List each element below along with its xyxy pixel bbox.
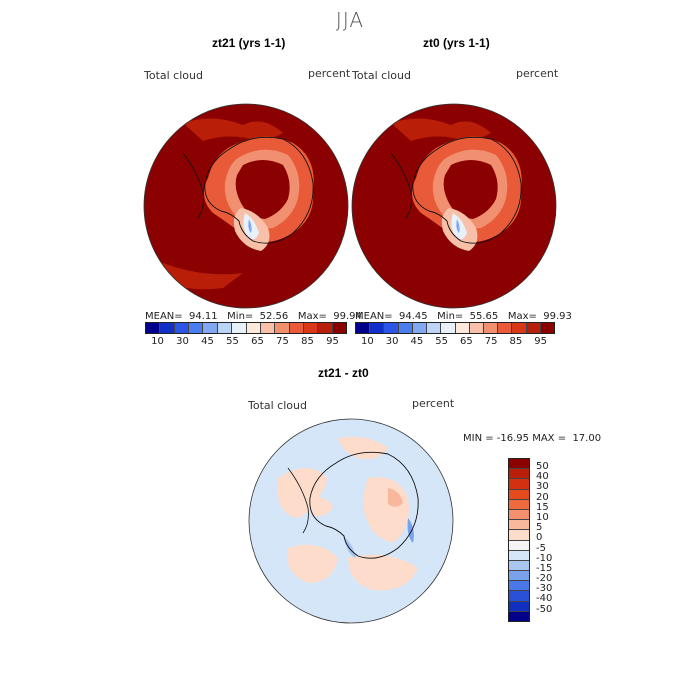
colorbar-swatch	[412, 323, 428, 333]
colorbar-tick-label: -20	[536, 573, 553, 585]
colorbar-swatch	[441, 323, 456, 333]
colorbar-swatch	[509, 530, 529, 541]
diff-field-label: Total cloud	[248, 399, 307, 412]
panel1-units-label: percent	[308, 67, 351, 80]
colorbar-tick-label: 10	[361, 336, 374, 347]
colorbar-swatch	[246, 323, 261, 333]
colorbar-tick-label: 55	[226, 336, 239, 347]
colorbar-swatch	[509, 611, 529, 621]
colorbar-tick-label: 45	[201, 336, 214, 347]
colorbar-tick-label: 55	[435, 336, 448, 347]
colorbar-tick-label: 50	[536, 461, 549, 472]
colorbar-swatch	[427, 323, 442, 333]
colorbar-swatch	[232, 323, 247, 333]
colorbar-tick-label: 85	[301, 336, 314, 347]
colorbar-tick-label: 85	[509, 336, 523, 347]
panel2-field-label: Total cloud	[352, 69, 411, 82]
diff-units-label: percent	[412, 397, 455, 410]
colorbar-swatch	[509, 550, 529, 561]
page-title: JJA	[335, 8, 365, 32]
colorbar-tick-label: 10	[151, 336, 164, 347]
colorbar-swatch	[540, 323, 555, 333]
colorbar-swatch	[160, 323, 175, 333]
colorbar-swatch	[498, 323, 513, 333]
colorbar-tick-label: 75	[276, 336, 289, 347]
panel2-colorbar	[355, 322, 555, 334]
panel2-map	[351, 103, 557, 309]
colorbar-tick-label: -30	[536, 583, 553, 595]
colorbar-tick-label: 30	[385, 336, 399, 347]
colorbar-swatch	[189, 323, 204, 333]
colorbar-swatch	[509, 509, 529, 521]
panel1-map	[143, 103, 349, 309]
panel1-colorbar	[145, 322, 347, 334]
colorbar-swatch	[289, 323, 304, 333]
colorbar-tick-label: -40	[536, 593, 553, 605]
colorbar-swatch	[356, 323, 371, 333]
panel1-field-label: Total cloud	[144, 69, 203, 82]
diff-subtitle: zt21 - zt0	[318, 366, 369, 380]
colorbar-swatch	[203, 323, 218, 333]
colorbar-swatch	[509, 591, 529, 602]
colorbar-swatch	[332, 323, 347, 333]
colorbar-tick-label: 65	[460, 336, 473, 347]
panel1-subtitle: zt21 (yrs 1-1)	[212, 36, 286, 50]
panel2-units-label: percent	[516, 67, 559, 80]
colorbar-swatch	[260, 323, 276, 333]
diff-colorbar-labels: 50 40 30 20 15 10 5 0 -5 -10 -15 -20 -30 -40 -50	[536, 461, 553, 615]
colorbar-tick-label: 65	[251, 336, 264, 347]
colorbar-swatch	[509, 560, 529, 572]
colorbar-swatch	[509, 479, 529, 490]
colorbar-tick-label: 20	[536, 491, 549, 503]
colorbar-swatch	[275, 323, 290, 333]
colorbar-swatch	[318, 323, 333, 333]
colorbar-swatch	[509, 540, 529, 551]
colorbar-swatch	[509, 459, 529, 470]
colorbar-swatch	[509, 571, 529, 582]
colorbar-swatch	[217, 323, 233, 333]
panel1-stats: MEAN= 94.11 Min= 52.56 Max= 99.94	[145, 311, 362, 322]
colorbar-tick-label: 95	[534, 336, 547, 347]
colorbar-tick-label: 30	[536, 481, 549, 493]
colorbar-tick-label: 95	[326, 336, 339, 347]
colorbar-tick-label: 40	[536, 471, 549, 483]
colorbar-swatch	[509, 601, 529, 612]
diff-minmax: MIN = -16.95 MAX = 17.00	[463, 433, 602, 444]
colorbar-swatch	[526, 323, 541, 333]
colorbar-swatch	[483, 323, 499, 333]
colorbar-swatch	[398, 323, 413, 333]
colorbar-swatch	[509, 469, 529, 480]
colorbar-swatch	[512, 323, 527, 333]
colorbar-tick-label: 5	[536, 522, 543, 534]
colorbar-tick-label: 75	[484, 336, 498, 347]
colorbar-tick-label: -5	[536, 542, 546, 554]
panel2-subtitle: zt0 (yrs 1-1)	[423, 36, 490, 50]
colorbar-tick-label: 15	[536, 501, 549, 513]
colorbar-swatch	[370, 323, 385, 333]
colorbar-swatch	[455, 323, 470, 333]
colorbar-tick-label: 45	[410, 336, 424, 347]
colorbar-swatch	[509, 581, 529, 592]
colorbar-tick-label: 30	[176, 336, 189, 347]
colorbar-tick-label: -50	[536, 603, 553, 615]
colorbar-tick-label: 0	[536, 532, 543, 544]
colorbar-swatch	[303, 323, 319, 333]
colorbar-tick-label: -15	[536, 562, 553, 574]
diff-map	[248, 418, 454, 624]
colorbar-swatch	[509, 520, 529, 531]
panel1-colorbar-labels: 10 30 45 55 65 75 85 95	[145, 336, 345, 347]
diff-colorbar	[508, 458, 530, 622]
colorbar-swatch	[469, 323, 484, 333]
colorbar-swatch	[509, 489, 529, 500]
colorbar-swatch	[146, 323, 161, 333]
colorbar-swatch	[174, 323, 190, 333]
colorbar-swatch	[384, 323, 399, 333]
colorbar-swatch	[509, 499, 529, 510]
colorbar-tick-label: -10	[536, 552, 553, 564]
panel2-stats: MEAN= 94.45 Min= 55.65 Max= 99.93	[355, 311, 572, 322]
panel2-colorbar-labels: 10 30 45 55 65 75 85 95	[355, 336, 553, 347]
colorbar-tick-label: 10	[536, 511, 549, 523]
